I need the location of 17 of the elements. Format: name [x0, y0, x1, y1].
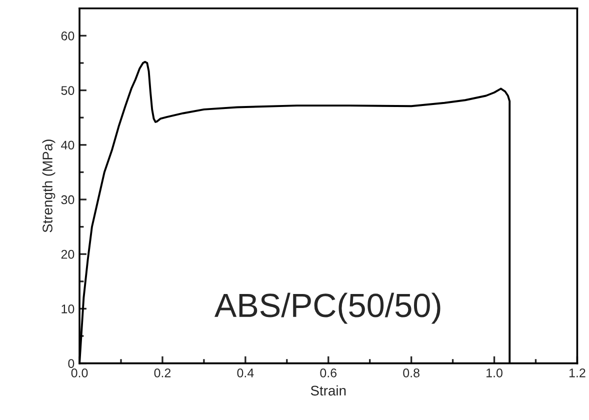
y-tick-label: 60	[61, 32, 74, 40]
y-tick-label: 40	[61, 140, 74, 150]
y-tick-label: 30	[61, 195, 74, 204]
x-tick-label: 0.0	[71, 368, 88, 378]
y-axis-title: Strength (MPa)	[42, 140, 56, 232]
x-tick-label: 0.6	[320, 368, 337, 378]
y-tick-label: 0	[68, 359, 74, 368]
y-tick-label: 20	[61, 250, 74, 259]
x-axis-title: Strain	[310, 385, 346, 396]
annotation: ABS/PC(50/50)	[214, 292, 440, 324]
x-tick-label: 1.2	[569, 368, 586, 378]
y-tick-label: 10	[62, 304, 74, 314]
y-tick-label: 50	[61, 86, 74, 95]
x-tick-label: 0.4	[237, 368, 254, 378]
x-tick-label: 0.2	[154, 368, 171, 378]
x-tick-label: 1.0	[486, 368, 502, 378]
x-tick-label: 0.8	[403, 368, 420, 378]
